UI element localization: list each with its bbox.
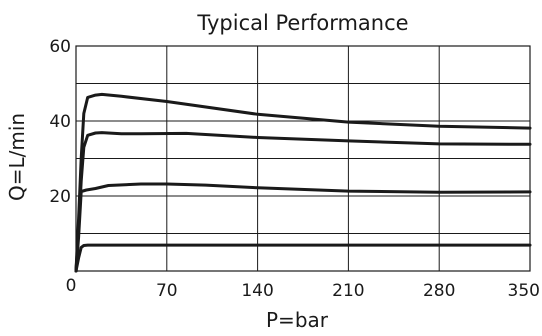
- x-tick-label-4: 280: [423, 281, 455, 301]
- x-axis-ticks: 0 70 140 210 280 350: [66, 276, 540, 301]
- y-axis-ticks: 20 40 60: [49, 37, 71, 207]
- performance-curves: [74, 92, 532, 273]
- x-axis-label: P=bar: [266, 308, 329, 332]
- chart-title: Typical Performance: [196, 11, 408, 35]
- x-tick-label-0: 0: [66, 276, 77, 296]
- x-tick-label-1: 70: [156, 281, 178, 301]
- series-line-1: [74, 92, 532, 273]
- x-tick-label-2: 140: [241, 281, 273, 301]
- y-tick-label-1: 40: [49, 112, 71, 132]
- y-axis-label: Q=L/min: [5, 113, 29, 201]
- x-tick-label-5: 350: [508, 281, 540, 301]
- y-tick-label-2: 60: [49, 37, 71, 57]
- plot-frame: [75, 45, 531, 272]
- series-line-4: [74, 243, 532, 273]
- series-line-2: [74, 131, 532, 273]
- grid-lines: [76, 46, 530, 271]
- y-tick-label-0: 20: [49, 187, 71, 207]
- x-tick-label-3: 210: [332, 281, 364, 301]
- series-line-3: [74, 182, 532, 273]
